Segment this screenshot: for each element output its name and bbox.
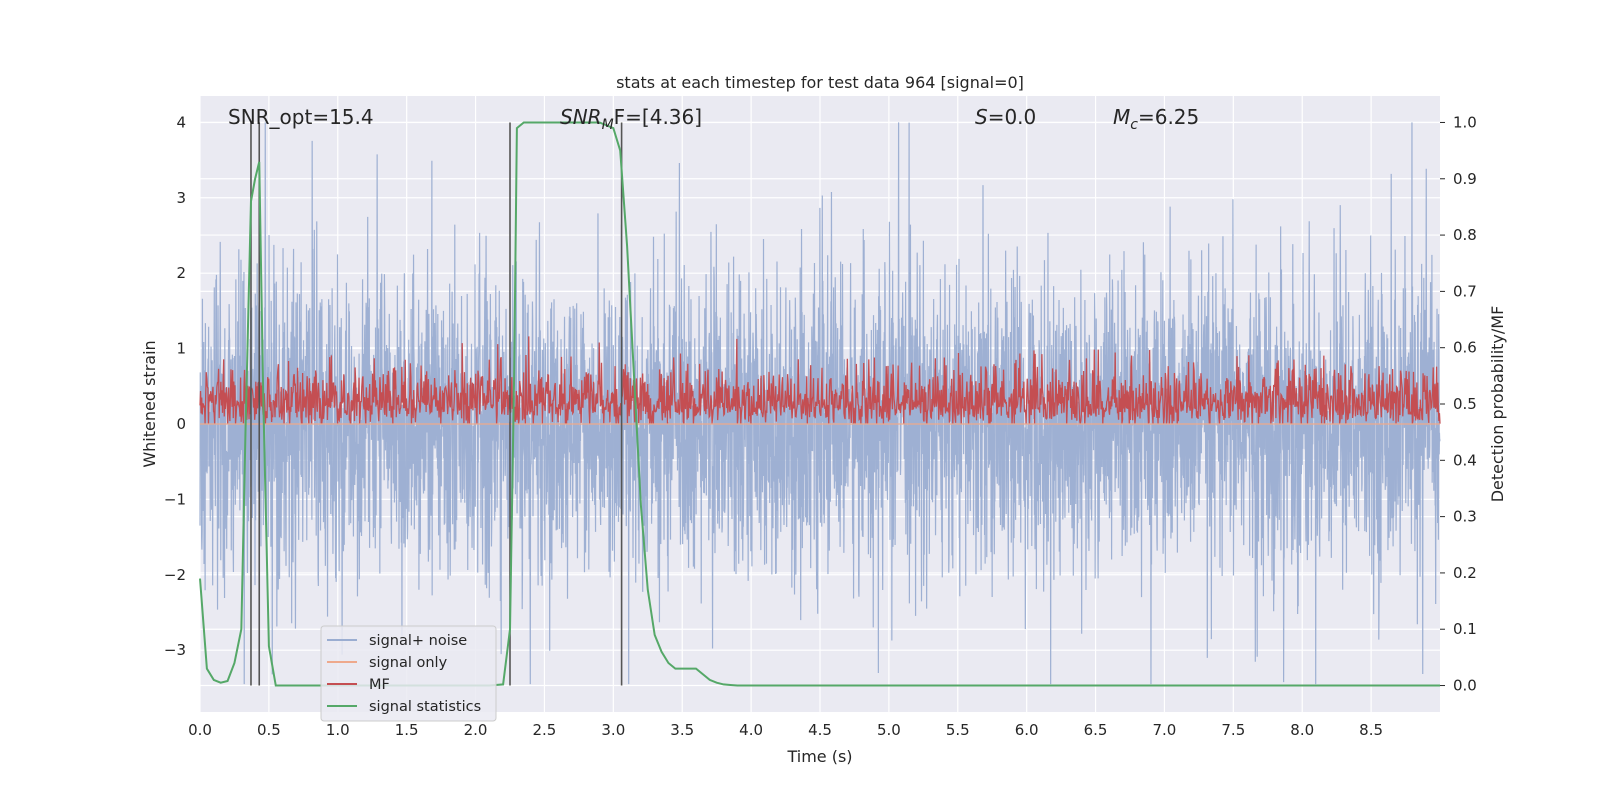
y-axis-label: Whitened strain xyxy=(140,340,159,467)
y-tick-label: −3 xyxy=(164,641,186,659)
y2-tick-label: 0.2 xyxy=(1453,564,1477,582)
series-signal-noise xyxy=(199,122,1441,685)
legend-label-signal-statistics: signal statistics xyxy=(369,699,481,715)
annotation-snr-mf-main: SNR xyxy=(560,105,602,129)
y2-tick-label: 0.5 xyxy=(1453,395,1477,413)
legend-label-mf: MF xyxy=(369,677,390,693)
x-tick-label: 0.0 xyxy=(188,721,212,739)
annotation-mc-sub: c xyxy=(1130,117,1138,133)
annotation-snr-mf: SNRMF=[4.36] xyxy=(560,105,702,133)
x-tick-label: 5.5 xyxy=(946,721,970,739)
y-tick-label: −1 xyxy=(164,490,186,508)
tick-labels: 0.0 0.5 1.0 1.5 2.0 2.5 3.0 3.5 4.0 4.5 5.0 5.5 6.0 6… xyxy=(164,113,1477,739)
legend-label-signal-only: signal only xyxy=(369,655,448,671)
y2-tick-label: 0.9 xyxy=(1453,170,1477,188)
x-tick-label: 1.0 xyxy=(326,721,350,739)
y2-tick-label: 0.6 xyxy=(1453,339,1477,357)
annotation-snr-opt: SNR_opt=15.4 xyxy=(228,105,374,129)
legend-label-signal-noise: signal+ noise xyxy=(369,633,467,649)
series-mf xyxy=(199,336,1441,425)
x-tick-label: 2.0 xyxy=(464,721,488,739)
x-tick-label: 7.0 xyxy=(1153,721,1177,739)
mf-line xyxy=(199,336,1441,425)
y2-axis-label: Detection probability/MF xyxy=(1488,306,1507,503)
signal-noise-line xyxy=(199,122,1441,685)
y-tick-label: 2 xyxy=(176,264,186,282)
y2-tick-label: 0.8 xyxy=(1453,226,1477,244)
chart-title: stats at each timestep for test data 964… xyxy=(616,73,1024,92)
x-tick-label: 4.5 xyxy=(808,721,832,739)
x-tick-label: 6.5 xyxy=(1084,721,1108,739)
x-tick-label: 2.5 xyxy=(533,721,557,739)
x-tick-label: 3.5 xyxy=(670,721,694,739)
y2-tick-label: 1.0 xyxy=(1453,113,1477,131)
y-tick-label: 1 xyxy=(176,340,186,358)
annotation-mc-main: M xyxy=(1113,105,1130,129)
annotation-snr-mf-rest: F=[4.36] xyxy=(614,105,702,129)
x-tick-label: 3.0 xyxy=(601,721,625,739)
y-tick-label: −2 xyxy=(164,566,186,584)
y-tick-label: 0 xyxy=(176,415,186,433)
annotation-mc: Mc=6.25 xyxy=(1113,105,1199,133)
y2-tick-label: 0.3 xyxy=(1453,508,1477,526)
y2-tick-label: 0.0 xyxy=(1453,677,1477,695)
x-tick-label: 5.0 xyxy=(877,721,901,739)
legend-box xyxy=(320,625,497,722)
y2-tick-label: 0.7 xyxy=(1453,282,1477,300)
y-tick-label: 3 xyxy=(176,189,186,207)
x-tick-label: 8.0 xyxy=(1290,721,1314,739)
annotation-s: S=0.0 xyxy=(975,105,1036,129)
signal-statistics-line xyxy=(199,121,1440,687)
annotation-s-main: S xyxy=(975,105,988,129)
x-tick-label: 7.5 xyxy=(1221,721,1245,739)
y-tick-label: 4 xyxy=(176,113,186,131)
x-tick-label: 8.5 xyxy=(1359,721,1383,739)
x-tick-label: 1.5 xyxy=(395,721,419,739)
legend: signal+ noise signal only MF signal stat… xyxy=(320,625,497,722)
x-tick-label: 0.5 xyxy=(257,721,281,739)
annotation-mc-rest: =6.25 xyxy=(1138,105,1199,129)
annotation-s-rest: =0.0 xyxy=(988,105,1037,129)
x-tick-label: 4.0 xyxy=(739,721,763,739)
x-tick-label: 6.0 xyxy=(1015,721,1039,739)
y2-tick-label: 0.4 xyxy=(1453,451,1477,469)
x-axis-label: Time (s) xyxy=(786,747,852,766)
series-signal-statistics xyxy=(199,121,1440,687)
annotation-snr-mf-sub: M xyxy=(602,117,614,133)
y2-tick-label: 0.1 xyxy=(1453,620,1477,638)
